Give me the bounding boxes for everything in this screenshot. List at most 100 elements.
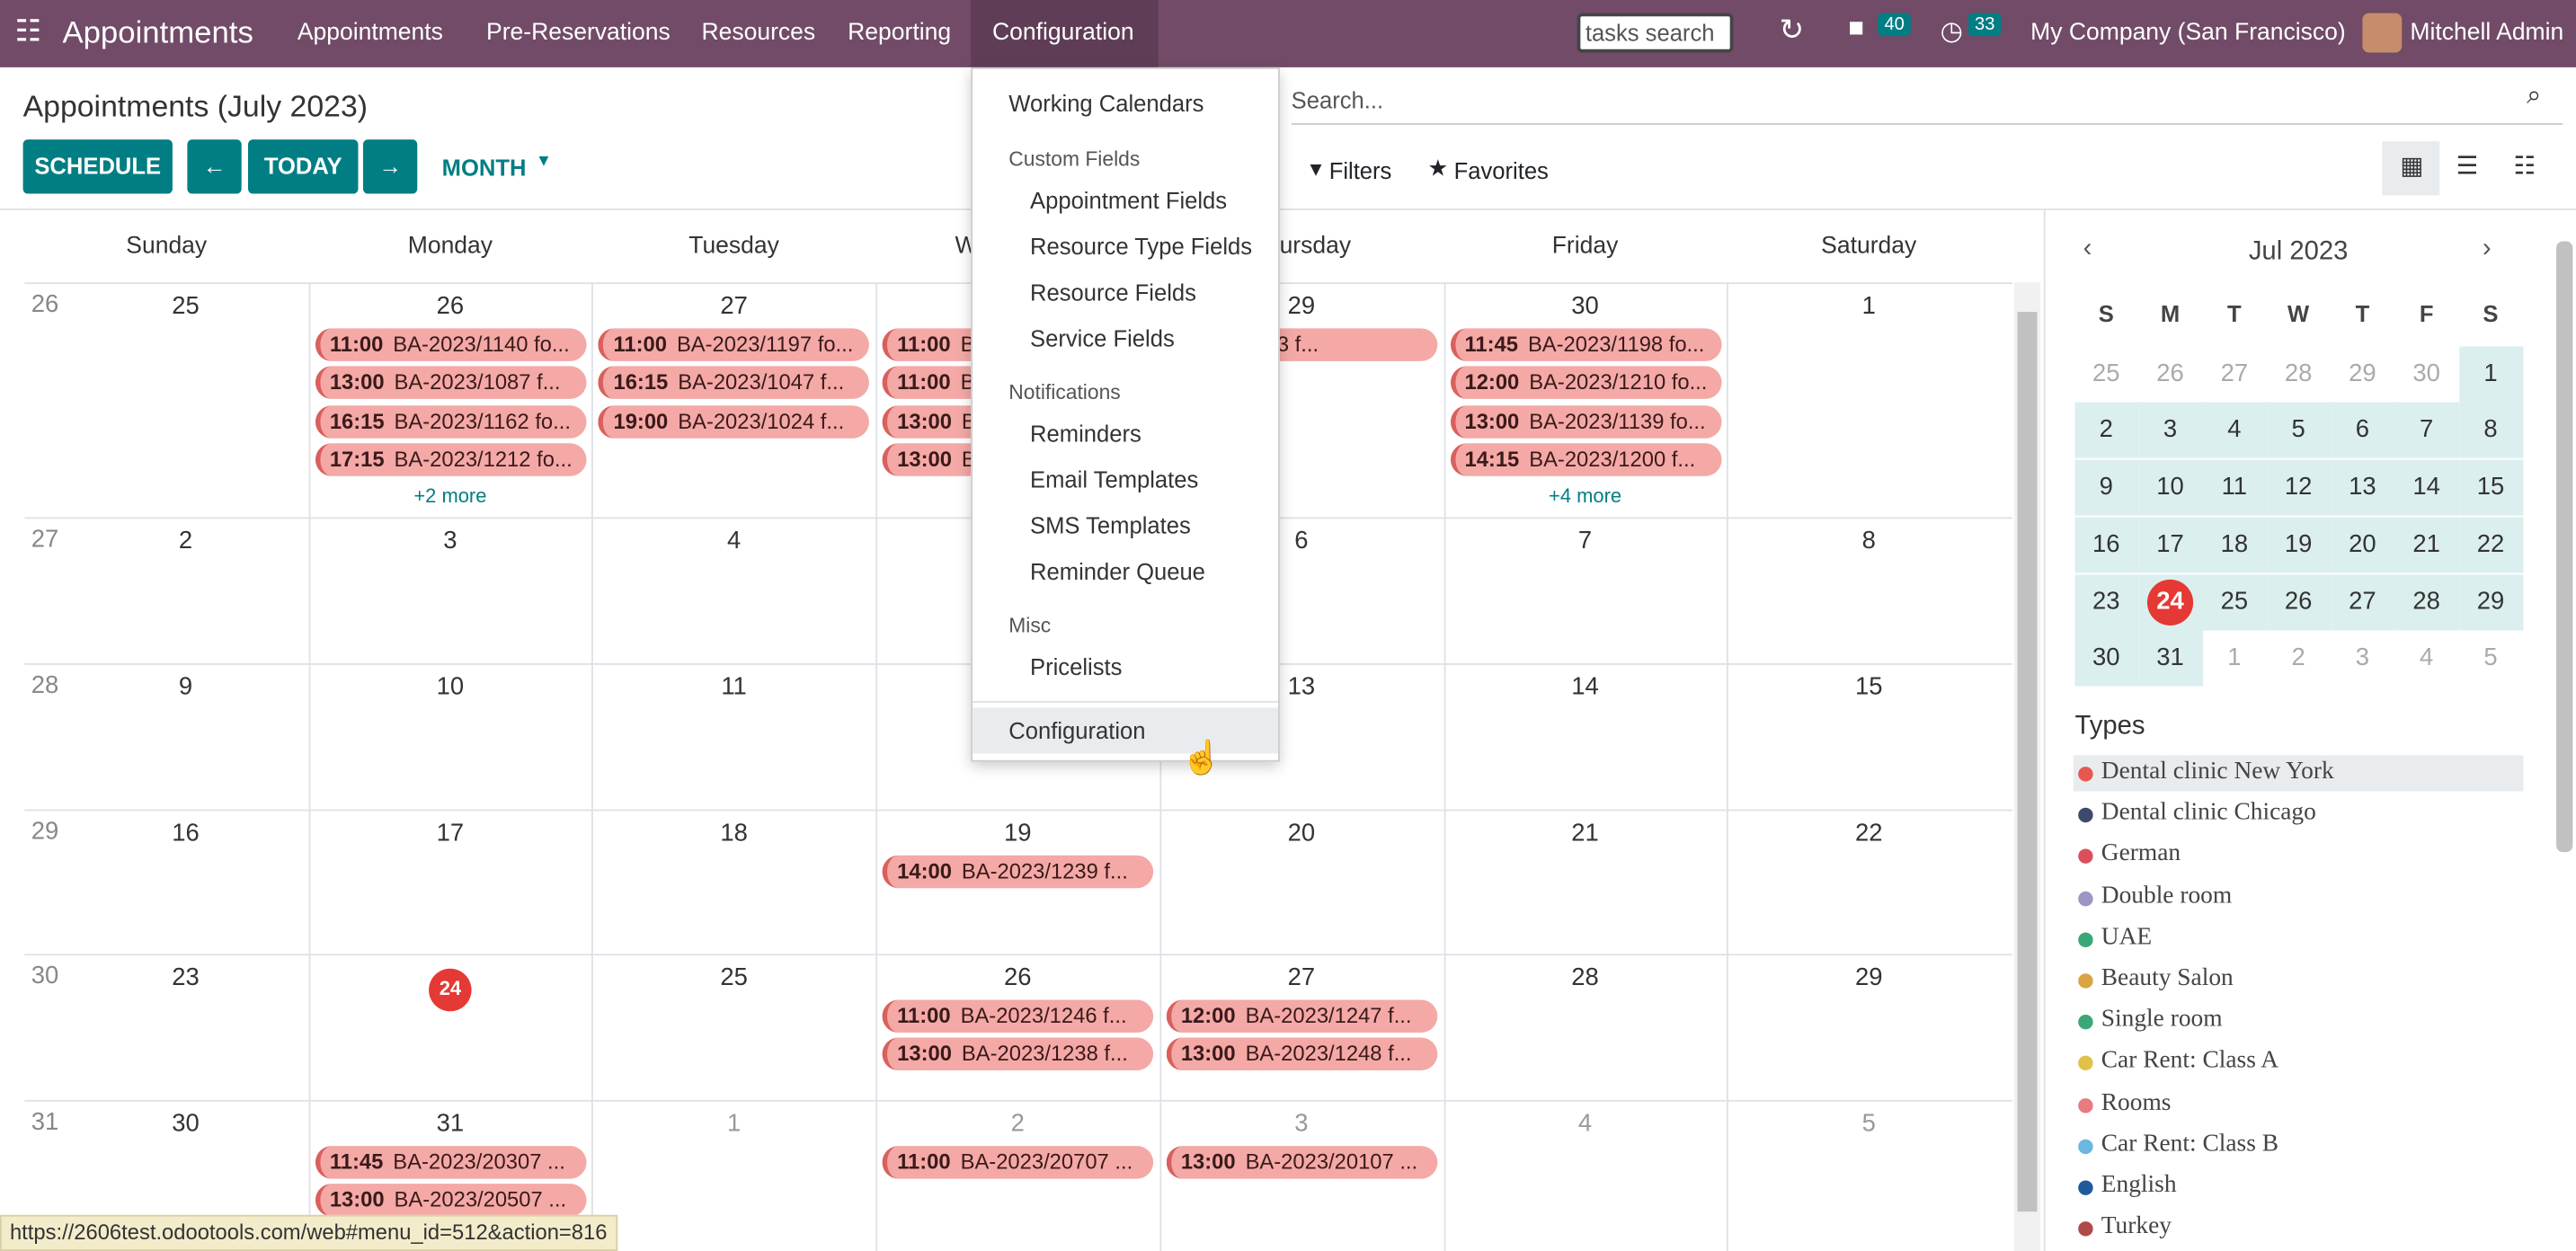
view-icon[interactable]: ▦ xyxy=(2400,152,2424,181)
favorites[interactable]: Favorites xyxy=(1453,157,1549,184)
mini-day[interactable]: 27 xyxy=(2349,587,2376,617)
event[interactable]: 11:45 BA-2023/1198 fo... xyxy=(1450,328,1721,361)
mini-day[interactable]: 20 xyxy=(2349,530,2376,559)
event[interactable]: 11:45 BA-2023/20307 ... xyxy=(315,1146,586,1179)
mini-day[interactable]: 2 xyxy=(2291,643,2305,672)
type-name[interactable]: Car Rent: Class A xyxy=(2101,1048,2279,1075)
prev-month[interactable]: ‹ xyxy=(2083,235,2092,263)
event[interactable]: 13:00 BA-2023/1238 f... xyxy=(882,1038,1154,1071)
event[interactable]: 12:00 BA-2023/1210 fo... xyxy=(1450,367,1721,400)
type-name[interactable]: Turkey xyxy=(2101,1213,2172,1240)
mini-day[interactable]: 2 xyxy=(2099,415,2113,444)
more-link[interactable]: +4 more xyxy=(1549,484,1622,508)
event[interactable]: 14:15 BA-2023/1200 f... xyxy=(1450,443,1721,477)
mini-day[interactable]: 24 xyxy=(2156,587,2184,617)
apps-icon[interactable]: ☷ xyxy=(14,14,41,48)
next-button[interactable]: → xyxy=(362,139,418,194)
today-button[interactable]: TODAY xyxy=(247,139,359,194)
mini-day[interactable]: 11 xyxy=(2221,473,2248,501)
tasks-search[interactable]: tasks search xyxy=(1577,13,1734,53)
menu-entry[interactable]: SMS Templates xyxy=(1030,511,1191,539)
mini-day[interactable]: 28 xyxy=(2412,587,2440,617)
menu-entry[interactable]: Resource Type Fields xyxy=(1030,233,1253,260)
event[interactable]: 11:00 BA-2023/20707 ... xyxy=(882,1146,1154,1179)
next-month[interactable]: › xyxy=(2482,235,2492,263)
chat-icon[interactable]: ■ xyxy=(1848,14,1864,43)
mini-day[interactable]: 26 xyxy=(2156,359,2184,388)
event[interactable]: 13:00 BA-2023/20507 ... xyxy=(315,1184,586,1218)
menu-entry[interactable]: Service Fields xyxy=(1030,324,1175,351)
mini-day[interactable]: 9 xyxy=(2099,473,2113,501)
type-name[interactable]: English xyxy=(2101,1172,2177,1199)
menu-entry[interactable]: Appointment Fields xyxy=(1030,187,1228,214)
mini-day[interactable]: 22 xyxy=(2476,530,2505,559)
mini-day[interactable]: 28 xyxy=(2284,359,2313,388)
mini-day[interactable]: 29 xyxy=(2476,587,2505,617)
event[interactable]: 11:00 BA-2023/1140 fo... xyxy=(315,328,586,361)
mini-day[interactable]: 25 xyxy=(2220,587,2249,617)
menu-entry[interactable]: Resource Fields xyxy=(1030,279,1196,306)
mini-day[interactable]: 4 xyxy=(2227,415,2242,444)
schedule-button[interactable]: SCHEDULE xyxy=(22,139,173,194)
mini-day[interactable]: 14 xyxy=(2412,473,2440,501)
mini-day[interactable]: 1 xyxy=(2227,643,2242,672)
event[interactable]: 17:15 BA-2023/1212 fo... xyxy=(315,443,586,477)
type-name[interactable]: Beauty Salon xyxy=(2101,965,2234,992)
menu-entry[interactable]: Reminders xyxy=(1030,420,1141,447)
mini-day[interactable]: 5 xyxy=(2291,415,2305,444)
type-name[interactable]: Car Rent: Class B xyxy=(2101,1131,2279,1158)
mini-day[interactable]: 12 xyxy=(2284,473,2313,501)
discuss-icon[interactable]: ↻ xyxy=(1779,13,1805,47)
mini-day[interactable]: 26 xyxy=(2284,587,2313,617)
view-icon[interactable]: ☰ xyxy=(2456,152,2479,181)
prev-button[interactable]: ← xyxy=(187,139,242,194)
menu-entry[interactable]: Working Calendars xyxy=(1008,90,1204,117)
search-box[interactable] xyxy=(1291,74,2563,125)
mini-day[interactable]: 13 xyxy=(2349,473,2376,501)
menu-item[interactable]: Configuration xyxy=(991,19,1134,47)
mini-day[interactable]: 27 xyxy=(2220,359,2249,388)
event[interactable]: 14:00 BA-2023/1239 f... xyxy=(882,855,1154,889)
mini-day[interactable]: 3 xyxy=(2163,415,2178,444)
menu-item[interactable]: Reporting xyxy=(848,19,952,47)
type-name[interactable]: German xyxy=(2101,841,2181,868)
mini-day[interactable]: 18 xyxy=(2220,530,2249,559)
mini-day[interactable]: 7 xyxy=(2420,415,2434,444)
menu-item[interactable]: Appointments xyxy=(297,19,443,47)
event[interactable]: 16:15 BA-2023/1162 fo... xyxy=(315,404,586,439)
mini-day[interactable]: 8 xyxy=(2483,415,2498,444)
event[interactable]: 11:00 BA-2023/1246 f... xyxy=(882,999,1154,1034)
menu-entry[interactable]: Email Templates xyxy=(1030,466,1199,493)
event[interactable]: 16:15 BA-2023/1047 f... xyxy=(599,367,870,400)
app-name[interactable]: Appointments xyxy=(62,16,253,51)
activity-icon[interactable]: ◷ xyxy=(1940,18,1964,47)
mini-day[interactable]: 19 xyxy=(2284,530,2313,559)
type-name[interactable]: Double room xyxy=(2101,883,2233,909)
mini-day[interactable]: 23 xyxy=(2092,587,2120,617)
menu-entry[interactable]: Pricelists xyxy=(1030,653,1123,680)
mini-day[interactable]: 4 xyxy=(2420,643,2434,672)
view-icon[interactable]: ☷ xyxy=(2513,152,2536,181)
event[interactable]: 13:00 BA-2023/20107 ... xyxy=(1166,1146,1437,1179)
type-name[interactable]: Dental clinic Chicago xyxy=(2101,799,2316,827)
mini-day[interactable]: 6 xyxy=(2355,415,2370,444)
type-name[interactable]: UAE xyxy=(2101,924,2153,951)
menu-item[interactable]: Pre-Reservations xyxy=(486,19,671,47)
filters[interactable]: Filters xyxy=(1328,157,1392,184)
event[interactable]: 11:00 BA-2023/1197 fo... xyxy=(599,328,870,361)
user[interactable]: Mitchell Admin xyxy=(2410,19,2564,47)
mini-day[interactable]: 30 xyxy=(2412,359,2440,388)
type-name[interactable]: Dental clinic New York xyxy=(2101,758,2334,785)
mini-day[interactable]: 30 xyxy=(2092,643,2120,672)
event[interactable]: 12:00 BA-2023/1247 f... xyxy=(1166,999,1437,1034)
mini-day[interactable]: 5 xyxy=(2483,643,2498,672)
event[interactable]: 19:00 BA-2023/1024 f... xyxy=(599,404,870,439)
company[interactable]: My Company (San Francisco) xyxy=(2030,19,2346,47)
menu-entry[interactable]: Reminder Queue xyxy=(1030,558,1205,585)
mini-day[interactable]: 25 xyxy=(2092,359,2120,388)
mini-day[interactable]: 10 xyxy=(2156,473,2184,501)
mini-day[interactable]: 31 xyxy=(2156,643,2184,672)
mini-day[interactable]: 1 xyxy=(2483,359,2498,388)
mini-day[interactable]: 3 xyxy=(2355,643,2370,672)
type-name[interactable]: Single room xyxy=(2101,1007,2223,1034)
